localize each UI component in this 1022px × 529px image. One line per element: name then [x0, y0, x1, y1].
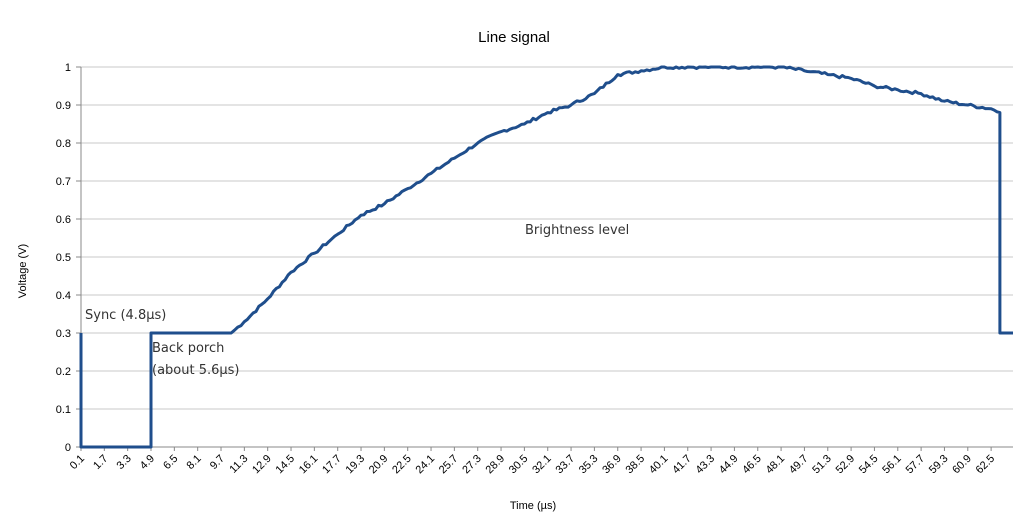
y-tick-label: 0.4: [56, 290, 71, 302]
x-tick-label: 4.9: [138, 453, 157, 472]
annotation-brightness-level: Brightness level: [525, 223, 629, 238]
y-tick-label: 0.3: [56, 328, 71, 340]
x-tick-label: 49.7: [787, 453, 811, 477]
chart-title: Line signal: [478, 29, 550, 46]
x-tick-label: 43.3: [694, 453, 718, 477]
x-tick-label: 41.7: [670, 453, 694, 477]
x-tick-label: 52.9: [834, 453, 858, 477]
y-tick-label: 1: [65, 62, 71, 74]
gridlines: [81, 66, 1013, 410]
x-tick-label: 17.7: [320, 453, 344, 477]
x-tick-labels: 0.1 1.7 3.3 4.9 6.5 8.1 9.7 11.3 12.9 14.5 16.1 17.…: [68, 453, 997, 477]
x-tick-label: 3.3: [114, 453, 133, 472]
x-tick-label: 62.5: [974, 453, 998, 477]
x-tick-label: 56.1: [880, 453, 904, 477]
x-tick-label: 28.9: [484, 453, 508, 477]
x-tick-label: 32.1: [530, 453, 554, 477]
x-tick-label: 48.1: [764, 453, 788, 477]
x-tick-label: 9.7: [208, 453, 227, 472]
y-tick-label: 0.6: [56, 214, 71, 226]
x-tick-label: 35.3: [577, 453, 601, 477]
axes: [76, 66, 1013, 451]
x-tick-label: 30.5: [507, 453, 531, 477]
y-tick-label: 0.7: [56, 176, 71, 188]
x-tick-label: 44.9: [717, 453, 741, 477]
x-tick-label: 57.7: [904, 453, 928, 477]
x-tick-label: 16.1: [297, 453, 321, 477]
x-tick-label: 22.5: [390, 453, 414, 477]
x-tick-label: 8.1: [185, 453, 204, 472]
y-tick-label: 0: [65, 442, 71, 454]
x-tick-label: 60.9: [950, 453, 974, 477]
x-tick-label: 46.5: [740, 453, 764, 477]
x-tick-label: 33.7: [554, 453, 578, 477]
x-tick-label: 54.5: [857, 453, 881, 477]
annotation-sync: Sync (4.8µs): [85, 308, 166, 323]
y-tick-label: 0.8: [56, 138, 71, 150]
x-tick-label: 12.9: [250, 453, 274, 477]
x-tick-label: 36.9: [600, 453, 624, 477]
x-tick-label: 40.1: [647, 453, 671, 477]
y-tick-label: 0.5: [56, 252, 71, 264]
x-tick-label: 51.3: [810, 453, 834, 477]
y-tick-label: 0.1: [56, 404, 71, 416]
x-tick-label: 59.3: [927, 453, 951, 477]
annotation-back-porch: Back porch: [152, 341, 224, 356]
x-axis-label: Time (µs): [510, 500, 556, 512]
x-tick-label: 11.3: [227, 453, 250, 476]
x-tick-label: 38.5: [624, 453, 648, 477]
x-tick-label: 25.7: [437, 453, 461, 477]
y-tick-label: 0.2: [56, 366, 71, 378]
x-tick-label: 0.1: [68, 453, 87, 472]
annotation-back-porch-duration: (about 5.6µs): [152, 363, 240, 378]
y-axis-label: Voltage (V): [17, 244, 29, 298]
y-tick-label: 0.9: [56, 100, 71, 112]
y-tick-labels: 0 0.1 0.2 0.3 0.4 0.5 0.6 0.7 0.8 0.9 1: [56, 62, 71, 454]
x-tick-label: 14.5: [274, 453, 298, 477]
x-tick-label: 24.1: [414, 453, 438, 477]
x-tick-label: 19.3: [344, 453, 368, 477]
signal-series-line: [79, 65, 1013, 449]
x-tick-label: 1.7: [91, 453, 110, 472]
x-tick-label: 20.9: [367, 453, 391, 477]
x-tick-label: 27.3: [460, 453, 484, 477]
x-tick-label: 6.5: [161, 453, 180, 472]
